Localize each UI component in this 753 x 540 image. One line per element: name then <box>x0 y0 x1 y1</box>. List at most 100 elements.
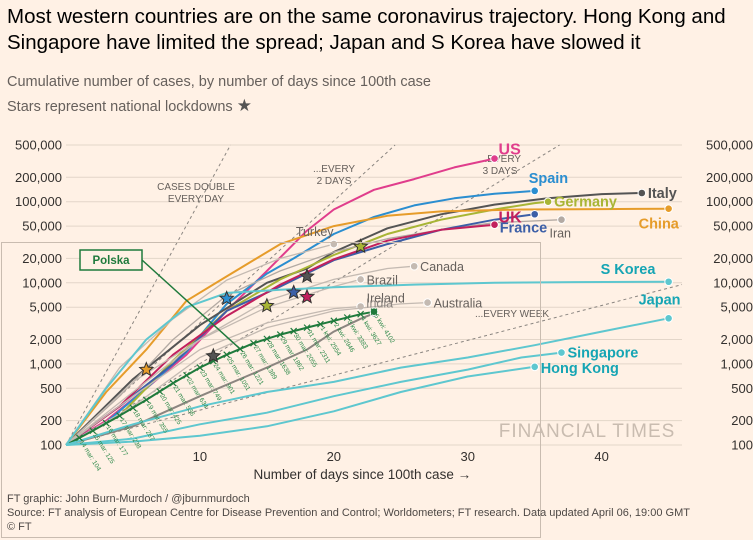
series-line-s-korea <box>65 280 669 446</box>
lockdown-star <box>299 288 315 304</box>
series-label-spain: Spain <box>529 171 568 187</box>
series-label-india: India <box>366 296 393 310</box>
polska-marker <box>183 371 190 379</box>
guide-label-line: EVERY DAY <box>168 194 224 205</box>
polska-marker <box>169 379 177 387</box>
series-label-iran: Iran <box>549 227 571 241</box>
watermark: FINANCIAL TIMES <box>499 421 676 442</box>
series-line-singapore <box>65 351 562 446</box>
series-line-turkey <box>65 243 334 446</box>
y-tick-label-right: 5,000 <box>720 300 753 315</box>
polska-marker <box>357 310 365 318</box>
guide-label: ...EVERY WEEK <box>475 309 549 320</box>
guide-label-line: CASES DOUBLE <box>157 182 235 193</box>
series-label-italy: Italy <box>648 186 677 202</box>
series-end-dot-turkey <box>329 239 339 249</box>
series-end-dot-japan <box>664 313 673 323</box>
x-tick-label: 40 <box>594 449 608 464</box>
y-tick-label-left: 1,000 <box>29 356 62 371</box>
y-tick-label-right: 20,000 <box>713 251 753 266</box>
polska-marker <box>263 335 271 343</box>
y-tick-label-left: 5,000 <box>29 300 62 315</box>
polska-marker <box>75 434 83 442</box>
x-tick-label: 10 <box>193 449 207 464</box>
series-label-ireland: Ireland <box>367 292 405 306</box>
series-line-brazil <box>65 278 361 446</box>
polska-marker <box>196 364 204 372</box>
series-end-dot-s-korea <box>664 277 673 287</box>
chart-title: Most western countries are on the same c… <box>7 5 726 54</box>
polska-marker <box>116 412 123 420</box>
series-end-dot-spain <box>530 186 539 196</box>
y-tick-label-right: 500 <box>731 381 753 396</box>
series-label-canada: Canada <box>420 260 464 274</box>
guide-label-line: ...EVERY <box>479 154 521 165</box>
series-label-france: France <box>500 220 548 236</box>
series-end-dot-australia <box>423 298 432 307</box>
series-end-dot-ireland <box>356 302 365 311</box>
series-line-china <box>65 207 669 446</box>
lockdown-star <box>285 284 302 300</box>
series-line-australia <box>65 301 428 446</box>
chart-subtitle: Cumulative number of cases, by number of… <box>7 74 431 90</box>
x-tick-label: 20 <box>327 449 341 464</box>
series-label-brazil: Brazil <box>367 273 398 287</box>
lockdown-star <box>205 347 222 363</box>
y-tick-label-right: 1,000 <box>720 356 753 371</box>
chart-subtitle-lockdowns: Stars represent national lockdowns ★ <box>7 96 252 116</box>
lockdown-star <box>258 297 275 313</box>
y-tick-label-left: 100 <box>40 438 62 453</box>
polska-marker <box>290 327 298 335</box>
guide-label-line: ...EVERY WEEK <box>475 309 549 320</box>
series-line-japan <box>65 317 669 446</box>
y-tick-label-right: 200 <box>731 413 753 428</box>
series-label-singapore: Singapore <box>567 346 638 362</box>
y-tick-label-right: 500,000 <box>706 138 753 153</box>
lockdown-stars <box>138 238 369 377</box>
series-end-dot-germany <box>543 197 553 206</box>
lockdown-star <box>218 290 235 306</box>
series-end-dot-us <box>490 154 499 163</box>
polska-marker <box>102 419 110 427</box>
series-end-dot-france <box>530 209 539 219</box>
polska-marker <box>250 339 257 347</box>
y-tick-label-right: 200,000 <box>706 170 753 185</box>
guide-label: ...EVERY 3 DAYS <box>479 154 521 177</box>
series-label-us: US <box>499 142 522 159</box>
y-tick-label-left: 10,000 <box>22 275 62 290</box>
series-label-germany: Germany <box>554 195 617 211</box>
series-end-dot-uk <box>490 220 499 230</box>
series-label-japan: Japan <box>639 292 681 308</box>
y-tick-label-right: 100,000 <box>706 194 753 209</box>
lockdown-star <box>299 268 315 284</box>
polska-marker <box>303 324 311 332</box>
footer-source: Source: FT analysis of European Centre f… <box>7 507 690 519</box>
polska-marker <box>317 320 324 328</box>
lockdown-star <box>352 238 369 254</box>
series-label-uk: UK <box>499 210 523 227</box>
axes: 100 100 200 200 500 500 1,000 1,000 2,000 2,000 5,… <box>15 138 753 483</box>
series-line-ireland <box>65 305 361 446</box>
y-tick-label-left: 500,000 <box>15 138 62 153</box>
x-tick-label: 30 <box>461 449 475 464</box>
series-end-dot-china <box>664 204 673 213</box>
y-tick-label-left: 200,000 <box>15 170 62 185</box>
polska-marker <box>343 314 351 321</box>
polska-marker <box>330 317 338 325</box>
series-end-dot-singapore <box>557 348 566 357</box>
guide-label: ...EVERY 2 DAYS <box>313 164 355 187</box>
series-end-dot-italy <box>637 188 647 198</box>
y-tick-label-right: 10,000 <box>713 275 753 290</box>
polska-marker <box>142 396 150 404</box>
polska-marker <box>156 388 164 395</box>
polska-callout-label: Polska <box>92 255 130 267</box>
polska-callout-connector <box>141 259 241 350</box>
y-tick-label-left: 100,000 <box>15 194 62 209</box>
series-line-hong-kong <box>65 365 535 446</box>
guide-label-line: 2 DAYS <box>317 176 352 187</box>
guide-label: CASES DOUBLE EVERY DAY <box>157 182 235 205</box>
y-tick-label-left: 500 <box>40 381 62 396</box>
x-axis-label: Number of days since 100th case → <box>253 467 471 482</box>
